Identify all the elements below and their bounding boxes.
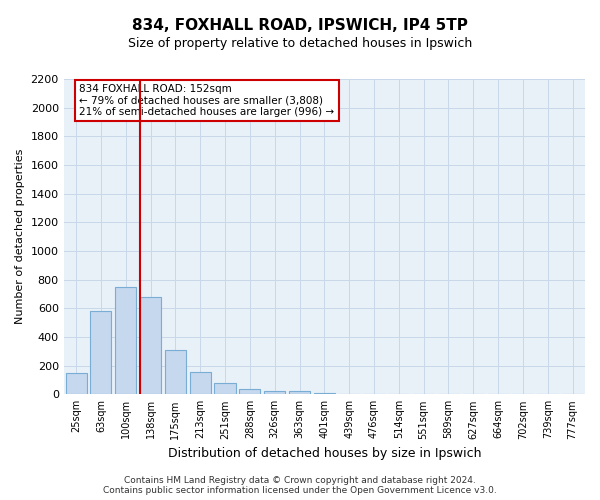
Bar <box>214 383 236 394</box>
Bar <box>65 373 86 394</box>
Bar <box>115 287 136 395</box>
Y-axis label: Number of detached properties: Number of detached properties <box>15 149 25 324</box>
Bar <box>239 388 260 394</box>
Bar <box>140 297 161 394</box>
Bar <box>264 390 285 394</box>
Bar <box>190 372 211 394</box>
Bar <box>91 311 112 394</box>
Bar <box>289 392 310 394</box>
Bar <box>314 393 335 394</box>
Text: 834 FOXHALL ROAD: 152sqm
← 79% of detached houses are smaller (3,808)
21% of sem: 834 FOXHALL ROAD: 152sqm ← 79% of detach… <box>79 84 334 117</box>
Text: Size of property relative to detached houses in Ipswich: Size of property relative to detached ho… <box>128 38 472 51</box>
Bar <box>165 350 186 395</box>
Text: Contains HM Land Registry data © Crown copyright and database right 2024.
Contai: Contains HM Land Registry data © Crown c… <box>103 476 497 495</box>
X-axis label: Distribution of detached houses by size in Ipswich: Distribution of detached houses by size … <box>167 447 481 460</box>
Text: 834, FOXHALL ROAD, IPSWICH, IP4 5TP: 834, FOXHALL ROAD, IPSWICH, IP4 5TP <box>132 18 468 32</box>
